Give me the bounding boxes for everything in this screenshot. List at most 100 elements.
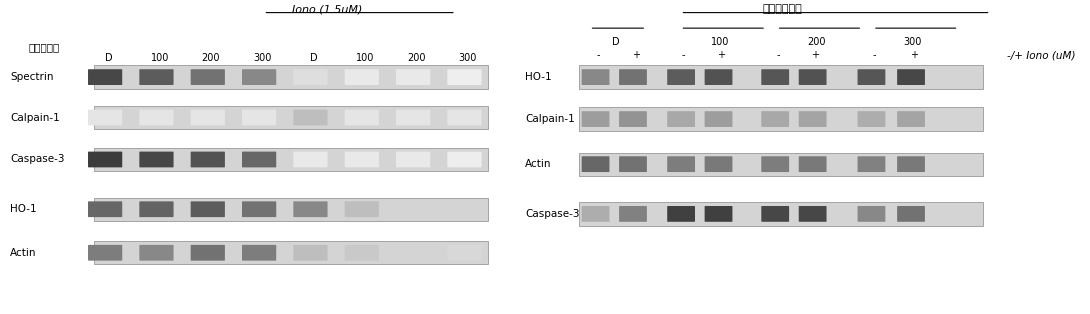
FancyBboxPatch shape (704, 69, 732, 85)
FancyBboxPatch shape (242, 201, 276, 217)
Text: 300: 300 (253, 53, 271, 63)
FancyBboxPatch shape (761, 156, 789, 172)
Text: D: D (613, 37, 620, 47)
Text: -/+ Iono (uM): -/+ Iono (uM) (1007, 50, 1075, 60)
FancyBboxPatch shape (619, 206, 646, 222)
Text: 100: 100 (355, 53, 374, 63)
FancyBboxPatch shape (799, 156, 826, 172)
Text: 구기자추출물: 구기자추출물 (762, 4, 802, 14)
FancyBboxPatch shape (88, 245, 122, 261)
FancyBboxPatch shape (897, 156, 925, 172)
FancyBboxPatch shape (293, 245, 328, 261)
FancyBboxPatch shape (191, 245, 225, 261)
FancyBboxPatch shape (242, 110, 276, 125)
FancyBboxPatch shape (799, 206, 826, 222)
FancyBboxPatch shape (447, 69, 482, 85)
FancyBboxPatch shape (140, 69, 173, 85)
Text: 100: 100 (150, 53, 169, 63)
FancyBboxPatch shape (396, 245, 431, 261)
FancyBboxPatch shape (579, 65, 983, 89)
FancyBboxPatch shape (447, 110, 482, 125)
FancyBboxPatch shape (582, 69, 609, 85)
Text: 100: 100 (711, 37, 729, 47)
FancyBboxPatch shape (242, 152, 276, 167)
FancyBboxPatch shape (242, 245, 276, 261)
Text: +: + (717, 50, 725, 60)
FancyBboxPatch shape (191, 69, 225, 85)
Text: 천마추출물: 천마추출물 (28, 42, 59, 52)
Text: +: + (631, 50, 640, 60)
FancyBboxPatch shape (344, 110, 379, 125)
FancyBboxPatch shape (761, 111, 789, 127)
FancyBboxPatch shape (88, 152, 122, 167)
FancyBboxPatch shape (396, 69, 431, 85)
FancyBboxPatch shape (344, 245, 379, 261)
Text: Caspase-3: Caspase-3 (10, 154, 64, 165)
FancyBboxPatch shape (88, 69, 122, 85)
FancyBboxPatch shape (619, 111, 646, 127)
FancyBboxPatch shape (582, 206, 609, 222)
FancyBboxPatch shape (897, 69, 925, 85)
FancyBboxPatch shape (140, 152, 173, 167)
FancyBboxPatch shape (858, 206, 885, 222)
Text: Actin: Actin (10, 248, 36, 258)
FancyBboxPatch shape (897, 206, 925, 222)
FancyBboxPatch shape (704, 206, 732, 222)
FancyBboxPatch shape (579, 202, 983, 225)
Text: -: - (872, 50, 875, 60)
Text: 200: 200 (407, 53, 425, 63)
FancyBboxPatch shape (704, 156, 732, 172)
FancyBboxPatch shape (191, 110, 225, 125)
Text: 200: 200 (807, 37, 825, 47)
FancyBboxPatch shape (293, 152, 328, 167)
Text: Calpain-1: Calpain-1 (10, 112, 60, 122)
FancyBboxPatch shape (95, 148, 488, 171)
Text: Spectrin: Spectrin (10, 72, 53, 82)
FancyBboxPatch shape (447, 245, 482, 261)
Text: Calpain-1: Calpain-1 (525, 114, 576, 124)
FancyBboxPatch shape (799, 69, 826, 85)
Text: 300: 300 (904, 37, 922, 47)
FancyBboxPatch shape (667, 69, 695, 85)
FancyBboxPatch shape (761, 69, 789, 85)
FancyBboxPatch shape (293, 69, 328, 85)
FancyBboxPatch shape (140, 110, 173, 125)
FancyBboxPatch shape (667, 111, 695, 127)
FancyBboxPatch shape (579, 153, 983, 176)
Text: D: D (310, 53, 317, 63)
Text: -: - (682, 50, 686, 60)
Text: 200: 200 (202, 53, 220, 63)
FancyBboxPatch shape (95, 198, 488, 221)
FancyBboxPatch shape (242, 69, 276, 85)
FancyBboxPatch shape (619, 156, 646, 172)
FancyBboxPatch shape (897, 111, 925, 127)
FancyBboxPatch shape (95, 241, 488, 264)
FancyBboxPatch shape (579, 107, 983, 131)
FancyBboxPatch shape (447, 201, 482, 217)
FancyBboxPatch shape (396, 201, 431, 217)
FancyBboxPatch shape (858, 111, 885, 127)
FancyBboxPatch shape (799, 111, 826, 127)
FancyBboxPatch shape (191, 152, 225, 167)
Text: Caspase-3: Caspase-3 (525, 209, 580, 219)
FancyBboxPatch shape (293, 201, 328, 217)
FancyBboxPatch shape (88, 201, 122, 217)
FancyBboxPatch shape (191, 201, 225, 217)
FancyBboxPatch shape (667, 156, 695, 172)
Text: -: - (776, 50, 779, 60)
FancyBboxPatch shape (619, 69, 646, 85)
FancyBboxPatch shape (396, 110, 431, 125)
FancyBboxPatch shape (858, 69, 885, 85)
Text: 300: 300 (459, 53, 476, 63)
FancyBboxPatch shape (447, 152, 482, 167)
Text: -: - (596, 50, 600, 60)
FancyBboxPatch shape (396, 152, 431, 167)
Text: Iono (1.5uM): Iono (1.5uM) (292, 4, 363, 14)
FancyBboxPatch shape (293, 110, 328, 125)
Text: +: + (909, 50, 918, 60)
FancyBboxPatch shape (95, 65, 488, 89)
FancyBboxPatch shape (492, 2, 523, 313)
FancyBboxPatch shape (140, 245, 173, 261)
FancyBboxPatch shape (344, 201, 379, 217)
FancyBboxPatch shape (858, 156, 885, 172)
